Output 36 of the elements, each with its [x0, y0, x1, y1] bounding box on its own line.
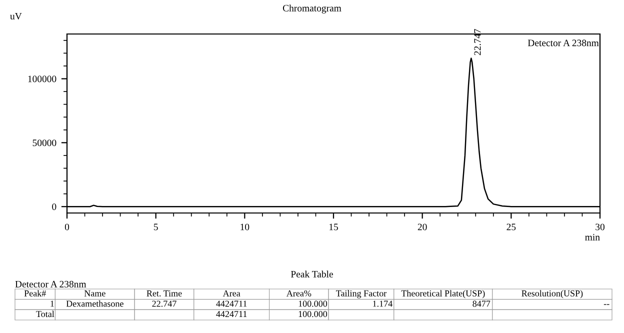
text: 4424711	[216, 311, 247, 318]
category-label: Resolution(USP)	[522, 290, 583, 298]
x-tick-label: 25	[506, 224, 516, 230]
x-tick-label: 10	[240, 224, 250, 230]
category-label: Name	[84, 290, 106, 296]
text: 8477	[472, 300, 490, 307]
text: Detector A 238nm	[15, 280, 86, 288]
text: Total	[36, 310, 54, 318]
text: 22.747	[152, 300, 176, 307]
text: --	[604, 304, 610, 305]
text: 1	[50, 300, 54, 307]
y-tick-label: 50000	[32, 140, 56, 146]
y-tick-label: 0	[52, 204, 56, 210]
x-axis-title: min	[585, 234, 600, 240]
annotation: 22.747	[474, 29, 481, 56]
text: 100.000	[298, 311, 328, 318]
category-label: Peak#	[24, 290, 46, 296]
y-tick-label: 100000	[28, 76, 56, 82]
y-axis-title: uV	[10, 12, 22, 20]
category-label: Area%	[286, 290, 312, 296]
x-tick-label: 20	[418, 224, 427, 230]
text: Peak Table	[290, 270, 333, 278]
text: 1.174	[373, 300, 392, 307]
x-tick-label: 5	[154, 224, 158, 230]
text: 100.000	[298, 300, 328, 307]
annotation: Detector A 238nm	[528, 40, 599, 46]
x-tick-label: 0	[64, 224, 70, 230]
category-label: Tailing Factor	[336, 290, 387, 298]
category-label: Ret. Time	[146, 290, 182, 296]
chart-title: Chromatogram	[282, 4, 342, 14]
text: Dexamethasone	[66, 300, 124, 307]
category-label: Area	[222, 290, 240, 296]
text: 4424711	[216, 300, 247, 307]
x-tick-label: 15	[329, 224, 338, 230]
category-label: Theoretical Plate(USP)	[401, 290, 485, 298]
x-tick-label: 30	[596, 224, 604, 230]
